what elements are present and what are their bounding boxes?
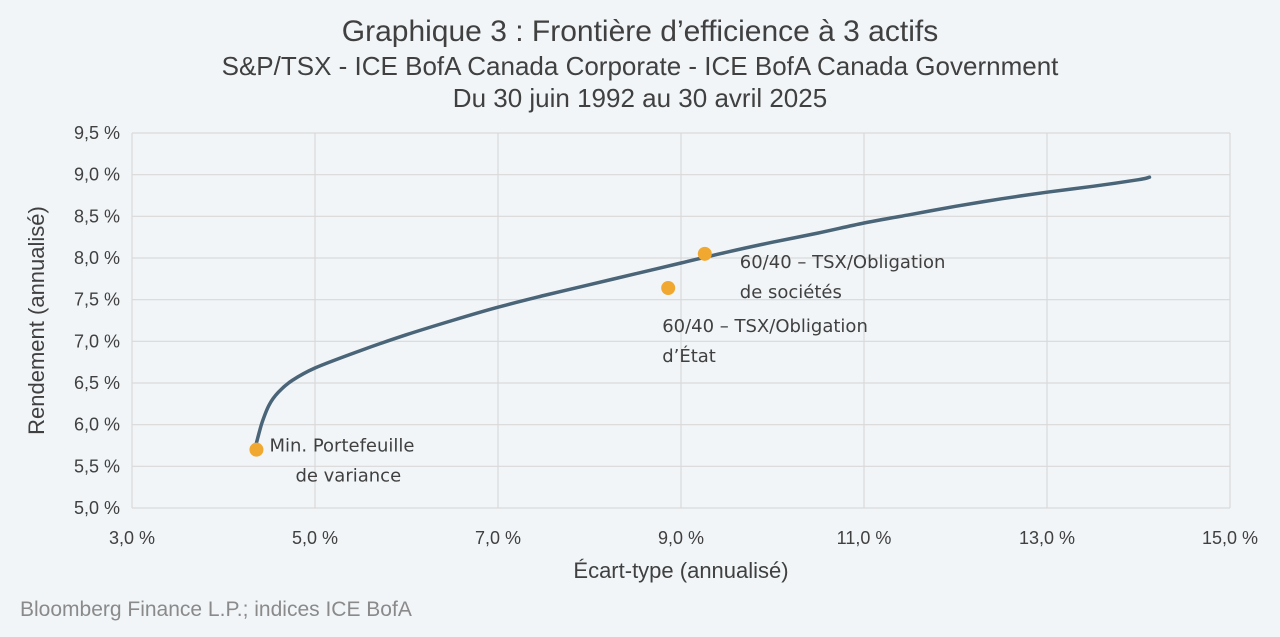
y-tick-label: 6,5 % (74, 373, 120, 393)
x-tick-label: 3,0 % (109, 528, 155, 548)
chart-subtitle-indices: S&P/TSX - ICE BofA Canada Corporate - IC… (221, 51, 1059, 81)
point-min-variance (249, 442, 264, 457)
chart-titles: Graphique 3 : Frontière d’efficience à 3… (0, 14, 1280, 114)
point-60-40-corporate-label: de sociétés (740, 282, 842, 303)
y-tick-label: 7,0 % (74, 331, 120, 351)
x-tick-label: 5,0 % (292, 528, 338, 548)
chart-subtitle-period: Du 30 juin 1992 au 30 avril 2025 (452, 83, 828, 113)
y-tick-label: 8,0 % (74, 248, 120, 268)
y-axis-title: Rendement (annualisé) (24, 206, 49, 435)
x-tick-label: 11,0 % (837, 528, 892, 548)
y-tick-label: 9,0 % (74, 165, 120, 185)
point-60-40-government (661, 281, 676, 295)
y-tick-label: 5,5 % (74, 456, 120, 476)
y-tick-label: 8,5 % (74, 206, 120, 226)
point-60-40-corporate-label: 60/40 – TSX/Obligation (740, 252, 946, 273)
point-min-variance-label: Min. Portefeuille (269, 436, 414, 457)
x-axis-title: Écart-type (annualisé) (573, 558, 788, 583)
chart-title: Graphique 3 : Frontière d’efficience à 3… (341, 15, 939, 48)
x-tick-label: 13,0 % (1019, 528, 1075, 548)
x-tick-label: 9,0 % (658, 528, 704, 548)
x-tick-label: 7,0 % (475, 528, 521, 548)
x-tick-label: 15,0 % (1202, 528, 1258, 548)
point-60-40-corporate (697, 246, 712, 261)
source-note: Bloomberg Finance L.P.; indices ICE BofA (20, 598, 412, 621)
tick-labels: 3,0 % 5,0 % 7,0 % 9,0 % 11,0 % 13,0 % 15,0 % 5,… (74, 123, 1258, 548)
y-tick-label: 9,5 % (74, 123, 120, 143)
y-tick-label: 7,5 % (74, 290, 120, 310)
point-60-40-government-label: 60/40 – TSX/Obligation (662, 316, 868, 337)
point-60-40-government-label: d’État (662, 345, 716, 367)
y-tick-label: 5,0 % (74, 498, 120, 518)
point-min-variance-label: de variance (295, 466, 401, 487)
y-tick-label: 6,0 % (74, 415, 120, 435)
portfolio-points: Min. Portefeuille de variance 60/40 – TSX/… (249, 246, 946, 487)
gridlines (131, 132, 1231, 509)
efficient-frontier-line (254, 175, 1152, 445)
